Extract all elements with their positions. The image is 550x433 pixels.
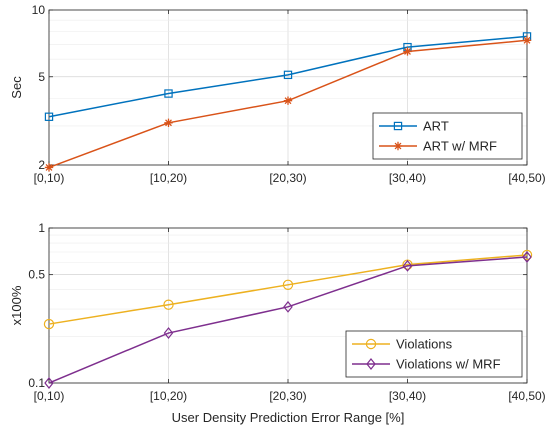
x-tick-label: [20,30) [269,171,306,185]
data-point [44,163,54,172]
data-point [522,251,532,263]
legend-marker [366,358,376,370]
chart-violations: 0.1 0.5 1 [0,10) [10,20) [20,30) [30,40) [40,50… [9,221,546,425]
data-point [163,299,174,310]
legend-label: ART [423,119,449,134]
x-tick-label: [40,50) [508,171,545,185]
data-point [403,47,412,56]
series-line [48,35,528,118]
data-point [283,70,293,80]
legend-label: Violations w/ MRF [396,357,501,372]
data-point [163,327,174,340]
data-point [522,36,532,45]
legend-box [372,112,523,160]
series-violations-w-mrf [44,251,532,389]
series-line [48,254,528,325]
legend-entry: Violations w/ MRF [352,357,501,372]
y-axis-label: Sec [9,76,24,99]
data-point [283,300,293,313]
x-tick-label: [40,50) [508,389,545,403]
data-point [43,318,55,330]
x-axis-label: User Density Prediction Error Range [%] [172,410,405,425]
legend-marker [393,121,403,131]
y-tick-label: 0.5 [28,268,45,282]
legend-entry: ART w/ MRF [379,139,497,154]
y-tick-label: 2 [38,158,45,172]
x-tick-label: [0,10) [34,389,65,403]
y-tick-label: 5 [38,70,45,84]
legend-label: ART w/ MRF [423,139,497,154]
series-art [44,32,532,121]
y-axis-label: x100% [9,285,24,325]
y-tick-label: 0.1 [28,376,45,390]
legend-entry: Violations [352,337,453,352]
legend: ART ART w/ MRF [372,112,523,160]
legend-marker [365,338,377,350]
legend-marker [393,141,403,151]
legend-box [345,330,523,378]
y-tick-label: 1 [38,221,45,235]
series-line [48,256,528,384]
data-point [283,96,293,105]
x-tick-label: [10,20) [150,171,187,185]
y-tick-label: 10 [32,3,46,17]
x-tick-label: [10,20) [150,389,187,403]
data-point [521,249,533,261]
data-point [402,259,413,272]
x-tick-label: [0,10) [34,171,65,185]
legend: Violations Violations w/ MRF [345,330,523,378]
legend-entry: ART [379,119,449,134]
x-tick-label: [30,40) [389,171,426,185]
data-point [164,118,173,127]
data-point [282,279,294,291]
data-point [164,89,173,98]
x-tick-label: [30,40) [389,389,426,403]
legend-label: Violations [396,337,453,352]
series-art-w-mrf [44,36,532,172]
x-tick-label: [20,30) [269,389,306,403]
data-point [44,377,54,389]
chart-execution-time: 2 5 10 [0,10) [10,20) [20,30) [30,40) [40,50) Se… [9,3,546,185]
data-point [44,112,54,121]
